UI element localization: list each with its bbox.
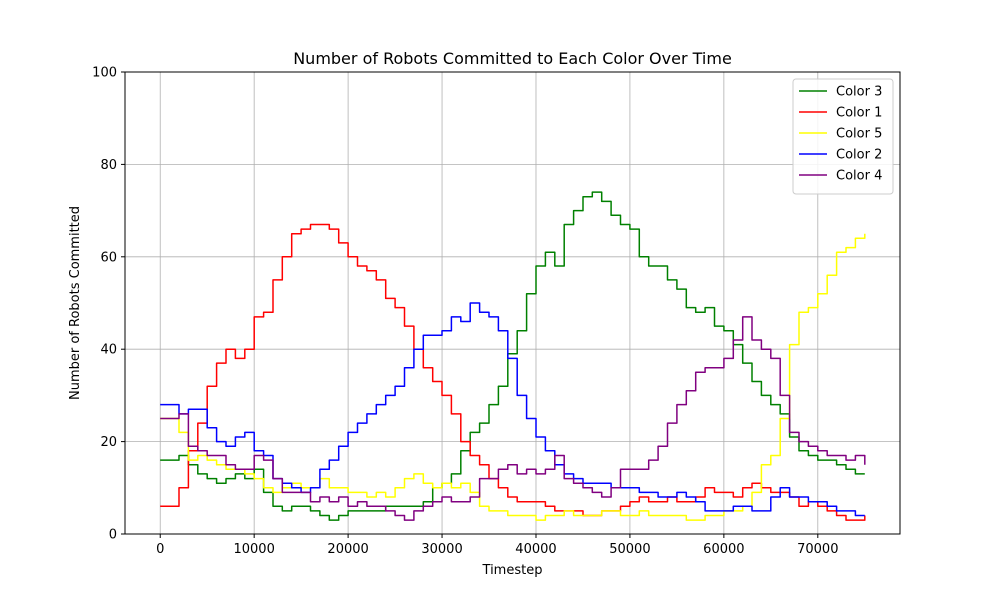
series-line-color-3 [160,191,865,521]
legend-label-color-2: Color 2 [836,148,882,163]
x-tick-label: 30000 [421,542,462,557]
x-tick-label: 70000 [797,542,838,557]
series-layer [160,191,866,521]
legend-label-color-4: Color 4 [836,169,882,184]
legend-box [792,78,894,195]
x-axis-title: Timestep [482,563,543,578]
plot-frame [124,71,901,535]
series-line-color-5 [160,233,866,521]
legend-label-color-5: Color 5 [836,127,882,142]
y-axis: 0 20 40 60 80 100 [92,66,125,543]
chart-title: Number of Robots Committed to Each Color… [293,49,732,68]
y-tick-label: 60 [100,250,117,265]
y-tick-label: 0 [109,528,117,543]
y-axis-title: Number of Robots Committed [68,206,83,400]
x-tick-label: 0 [156,542,164,557]
x-tick-label: 10000 [233,542,274,557]
legend-label-color-3: Color 3 [836,85,882,100]
legend: Color 3 Color 1 Color 5 Color 2 Color 4 [792,78,894,195]
y-tick-label: 100 [92,66,117,81]
x-tick-label: 20000 [327,542,368,557]
x-tick-label: 40000 [515,542,556,557]
x-tick-label: 50000 [609,542,650,557]
y-tick-label: 20 [100,435,117,450]
y-tick-label: 80 [100,158,117,173]
y-tick-label: 40 [100,343,117,358]
x-tick-label: 60000 [703,542,744,557]
series-line-color-4 [160,316,866,521]
legend-label-color-1: Color 1 [836,106,882,121]
x-axis: 0 10000 20000 30000 40000 50000 60000 70000 [156,534,838,557]
